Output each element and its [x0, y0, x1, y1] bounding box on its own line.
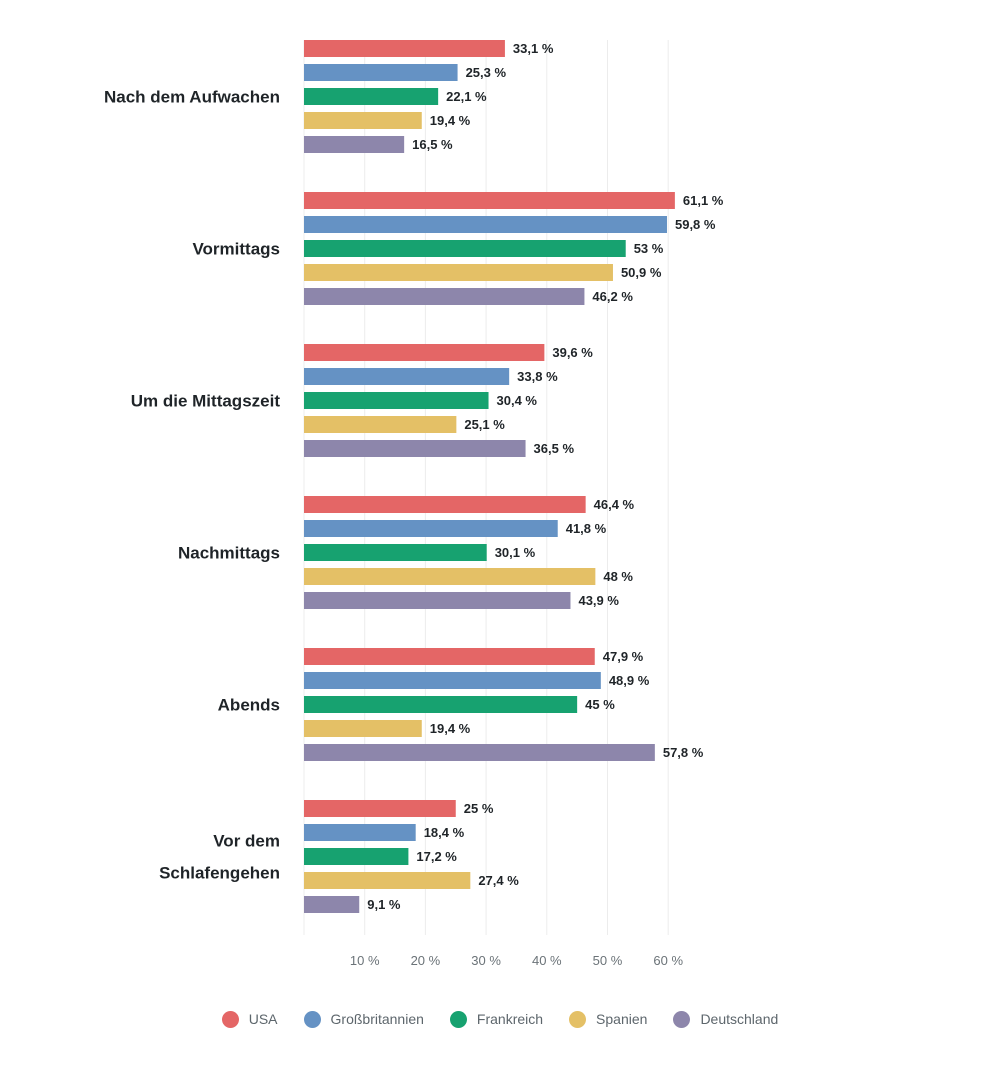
legend-swatch	[673, 1010, 691, 1028]
legend-item[interactable]: Deutschland	[673, 1010, 779, 1028]
data-label: 46,4 %	[594, 497, 635, 512]
data-label: 22,1 %	[446, 89, 487, 104]
data-label: 17,2 %	[416, 849, 457, 864]
category-label: Vormittags	[192, 240, 280, 259]
legend-item[interactable]: Frankreich	[449, 1010, 544, 1028]
bar	[304, 40, 505, 57]
data-label: 18,4 %	[424, 825, 465, 840]
data-label: 25,1 %	[464, 417, 505, 432]
bar	[304, 392, 489, 409]
data-label: 48 %	[603, 569, 633, 584]
bar	[304, 344, 545, 361]
category-label: Vor dem	[213, 832, 280, 851]
bar	[304, 496, 586, 513]
data-label: 46,2 %	[592, 289, 633, 304]
x-tick-label: 50 %	[593, 953, 623, 968]
x-tick-label: 40 %	[532, 953, 562, 968]
bar	[304, 112, 422, 129]
x-tick-label: 20 %	[411, 953, 441, 968]
data-label: 33,1 %	[513, 41, 554, 56]
bar	[304, 240, 626, 257]
data-label: 30,1 %	[495, 545, 536, 560]
bar	[304, 416, 457, 433]
data-label: 50,9 %	[621, 265, 662, 280]
legend-label: Großbritannien	[330, 1011, 424, 1027]
data-label: 33,8 %	[517, 369, 558, 384]
x-tick-label: 30 %	[471, 953, 501, 968]
legend-swatch	[569, 1010, 587, 1028]
legend: USA Großbritannien Frankreich Spanien Deutsc…	[0, 1006, 1000, 1032]
data-label: 36,5 %	[534, 441, 575, 456]
category-label: Abends	[218, 696, 280, 715]
bar	[304, 648, 595, 665]
bar	[304, 544, 487, 561]
bar	[304, 288, 585, 305]
data-label: 48,9 %	[609, 673, 650, 688]
category-label: Um die Mittagszeit	[131, 392, 281, 411]
bar	[304, 192, 675, 209]
bar	[304, 568, 596, 585]
data-label: 45 %	[585, 697, 615, 712]
data-label: 9,1 %	[367, 897, 401, 912]
data-label: 19,4 %	[430, 721, 471, 736]
data-label: 19,4 %	[430, 113, 471, 128]
bar	[304, 368, 510, 385]
data-label: 25,3 %	[466, 65, 507, 80]
bar	[304, 872, 471, 889]
legend-swatch	[221, 1010, 239, 1028]
data-label: 39,6 %	[552, 345, 593, 360]
bar	[304, 520, 558, 537]
data-label: 59,8 %	[675, 217, 716, 232]
bars-layer	[304, 40, 675, 913]
data-label: 43,9 %	[578, 593, 619, 608]
legend-item[interactable]: USA	[221, 1010, 278, 1028]
legend-label: Deutschland	[700, 1011, 779, 1027]
data-label: 47,9 %	[603, 649, 644, 664]
bar-chart-svg: 33,1 % 25,3 % 22,1 % 19,4 % 16,5 % Nach dem A…	[104, 40, 724, 968]
data-label: 57,8 %	[663, 745, 704, 760]
legend-swatch	[449, 1010, 467, 1028]
bar	[304, 440, 526, 457]
bar	[304, 136, 405, 153]
data-label: 25 %	[464, 801, 494, 816]
legend-swatch	[303, 1010, 321, 1028]
bar	[304, 696, 578, 713]
bar	[304, 264, 613, 281]
bar	[304, 744, 655, 761]
legend-label: Spanien	[596, 1011, 648, 1027]
data-label: 41,8 %	[566, 521, 607, 536]
labels-layer: 33,1 % 25,3 % 22,1 % 19,4 % 16,5 % Nach dem A…	[104, 41, 724, 912]
bar	[304, 824, 416, 841]
legend-label: USA	[248, 1011, 278, 1027]
data-label: 16,5 %	[412, 137, 453, 152]
bar	[304, 672, 601, 689]
data-label: 61,1 %	[683, 193, 724, 208]
bar	[304, 800, 456, 817]
x-tick-label: 10 %	[350, 953, 380, 968]
bar	[304, 64, 458, 81]
bar	[304, 216, 667, 233]
legend-label: Frankreich	[476, 1011, 544, 1027]
x-tick-label: 60 %	[653, 953, 683, 968]
x-axis: 10 % 20 % 30 % 40 % 50 % 60 %	[350, 953, 684, 968]
data-label: 30,4 %	[497, 393, 538, 408]
bar	[304, 88, 439, 105]
bar	[304, 720, 422, 737]
legend-item[interactable]: Spanien	[569, 1010, 648, 1028]
category-label: Nachmittags	[178, 544, 280, 563]
grid-layer	[303, 40, 669, 935]
legend-item[interactable]: Großbritannien	[303, 1010, 424, 1028]
bar	[304, 592, 571, 609]
data-label: 53 %	[634, 241, 664, 256]
bar	[304, 896, 360, 913]
bar	[304, 848, 409, 865]
category-label: Schlafengehen	[159, 864, 280, 883]
data-label: 27,4 %	[478, 873, 519, 888]
category-label: Nach dem Aufwachen	[104, 88, 280, 107]
